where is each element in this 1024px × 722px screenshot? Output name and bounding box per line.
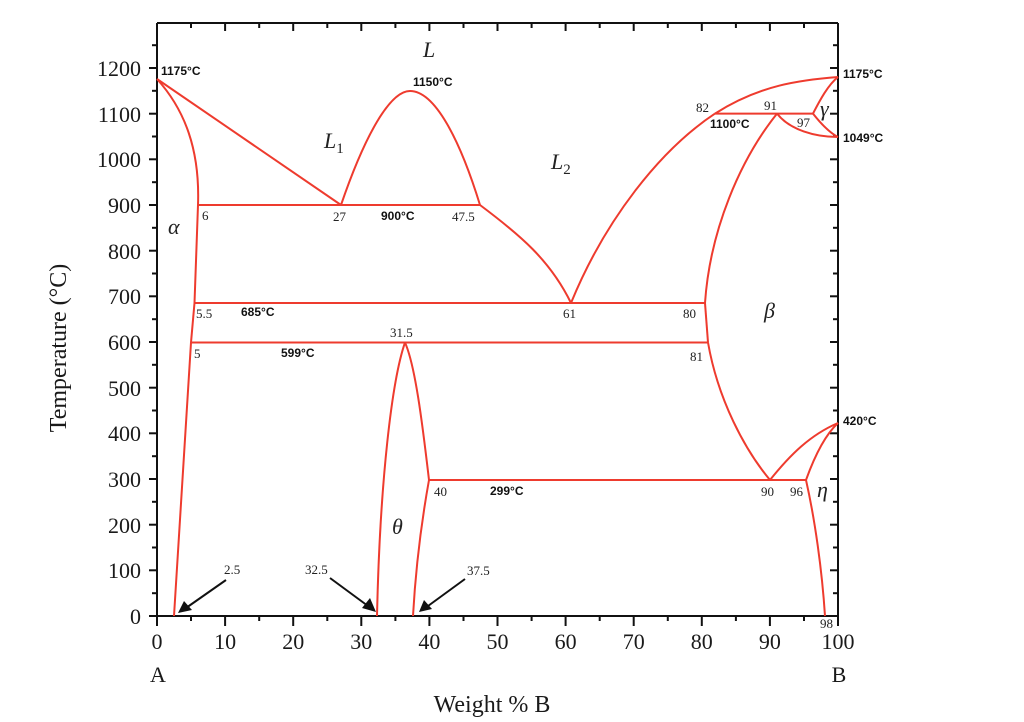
y-tick-labels: 0 100 200 300 400 500 600 700 800 900 10… [97,56,141,629]
y-tick-700: 700 [108,284,141,309]
comp-80: 80 [683,306,696,321]
comp-96: 96 [790,484,804,499]
eta-solvus [805,479,826,617]
y-tick-400: 400 [108,421,141,446]
label-685: 685°C [241,305,275,319]
label-299: 299°C [490,484,524,498]
comp-5: 5 [194,346,201,361]
phase-theta: θ [392,514,403,539]
solidus-alpha [156,78,200,206]
label-1175-right: 1175°C [843,67,883,81]
comp-27: 27 [333,209,347,224]
theta-right-upper [404,342,430,481]
beta-gamma-solvus [776,112,839,138]
comp-81: 81 [690,349,703,364]
phase-L: L [422,37,435,62]
beta-left-upper [704,112,778,304]
phase-alpha: α [168,214,180,239]
y-tick-200: 200 [108,513,141,538]
plot-frame [150,22,839,617]
phase-L1: L1 [323,128,344,157]
component-a-label: A [150,662,166,687]
y-tick-1000: 1000 [97,147,141,172]
phase-eta: η [817,477,828,502]
annotation-arrows [178,577,466,613]
comp-6: 6 [202,208,209,223]
theta-right-lower [412,479,430,617]
x-tick-80: 80 [691,629,713,654]
x-tick-10: 10 [214,629,236,654]
composition-labels: 6 27 47.5 5.5 5 31.5 61 80 81 82 91 97 4… [194,98,833,631]
comp-82: 82 [696,100,709,115]
phase-L2: L2 [550,149,571,178]
y-tick-800: 800 [108,239,141,264]
miscibility-dome [340,89,481,206]
liquidus-l2-right [570,112,716,304]
x-tick-70: 70 [623,629,645,654]
y-axis-right-ticks [830,44,838,595]
y-tick-600: 600 [108,330,141,355]
y-tick-100: 100 [108,558,141,583]
theta-left [376,342,406,617]
label-1100: 1100°C [710,117,750,131]
x-tick-50: 50 [487,629,509,654]
y-tick-500: 500 [108,376,141,401]
phase-beta: β [763,298,775,323]
y-tick-300: 300 [108,467,141,492]
gamma-lower [812,112,839,138]
comp-31-5: 31.5 [390,325,413,340]
phase-boundaries [156,76,839,617]
label-900: 900°C [381,209,415,223]
y-tick-0: 0 [130,604,141,629]
y-tick-900: 900 [108,193,141,218]
x-tick-100: 100 [822,629,855,654]
temperature-labels: 1175°C 1150°C 900°C 685°C 599°C 299°C 11… [161,64,883,498]
x-tick-20: 20 [282,629,304,654]
liquidus-top-right [714,76,839,115]
y-axis-ticks [149,44,157,617]
comp-37-5: 37.5 [467,563,490,578]
x-tick-40: 40 [418,629,440,654]
comp-90: 90 [761,484,774,499]
beta-right [769,422,839,481]
label-1049: 1049°C [843,131,883,145]
eta-upper [805,422,839,481]
label-420: 420°C [843,414,877,428]
x-tick-labels: 0 10 20 30 40 50 60 70 80 90 100 [152,629,855,654]
comp-47-5: 47.5 [452,209,475,224]
x-tick-90: 90 [759,629,781,654]
phase-gamma: γ [820,96,830,121]
x-tick-60: 60 [555,629,577,654]
gamma-liquidus [812,76,839,115]
comp-2-5: 2.5 [224,562,240,577]
beta-left-mid [704,302,709,343]
x-axis-title: Weight % B [434,692,551,718]
label-599: 599°C [281,346,315,360]
component-b-label: B [832,662,847,687]
beta-left-lower [707,342,771,481]
phase-labels: L L1 L2 α β γ θ η [168,37,830,539]
label-1175-left: 1175°C [161,64,201,78]
y-axis-title: Temperature (°C) [46,264,72,433]
liquidus-l2-left [479,204,572,304]
comp-61: 61 [563,306,576,321]
y-tick-1100: 1100 [98,102,141,127]
x-tick-0: 0 [152,629,163,654]
liquidus-left [156,78,342,206]
comp-98: 98 [820,616,833,631]
label-1150: 1150°C [413,75,453,89]
comp-97: 97 [797,115,811,130]
comp-40: 40 [434,484,447,499]
y-tick-1200: 1200 [97,56,141,81]
comp-32-5: 32.5 [305,562,328,577]
comp-91: 91 [764,98,777,113]
x-tick-30: 30 [350,629,372,654]
x-axis-ticks [156,23,839,626]
alpha-solvus [173,204,199,617]
comp-5-5: 5.5 [196,306,212,321]
